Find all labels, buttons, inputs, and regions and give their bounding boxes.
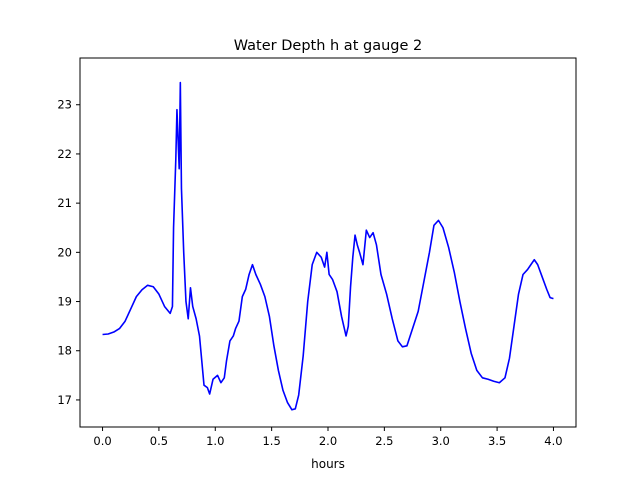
y-tick-label: 18 (57, 344, 72, 358)
series-layer (102, 81, 554, 411)
x-tick-label: 2.5 (375, 434, 393, 448)
series-line (102, 81, 554, 411)
chart-title: Water Depth h at gauge 2 (234, 38, 422, 54)
y-tick-label: 17 (57, 393, 72, 407)
x-axis-ticks: 0.0 0.5 1.0 1.5 2.0 2.5 3.0 3.5 4.0 (93, 427, 563, 448)
y-tick-label: 21 (57, 196, 72, 210)
y-axis-ticks: 17 18 19 20 21 22 23 (57, 98, 80, 407)
plot-area-frame (79, 57, 577, 428)
y-tick-label: 23 (57, 98, 72, 112)
x-tick-label: 0.5 (150, 434, 168, 448)
y-tick-label: 20 (57, 245, 72, 259)
x-tick-label: 1.5 (262, 434, 280, 448)
x-tick-label: 3.0 (432, 434, 450, 448)
x-tick-label: 1.0 (206, 434, 224, 448)
y-tick-label: 22 (57, 147, 72, 161)
x-tick-label: 3.5 (488, 434, 506, 448)
x-axis-label: hours (311, 457, 345, 471)
y-tick-label: 19 (57, 295, 72, 309)
x-tick-label: 2.0 (319, 434, 337, 448)
x-tick-label: 0.0 (93, 434, 111, 448)
x-tick-label: 4.0 (544, 434, 562, 448)
